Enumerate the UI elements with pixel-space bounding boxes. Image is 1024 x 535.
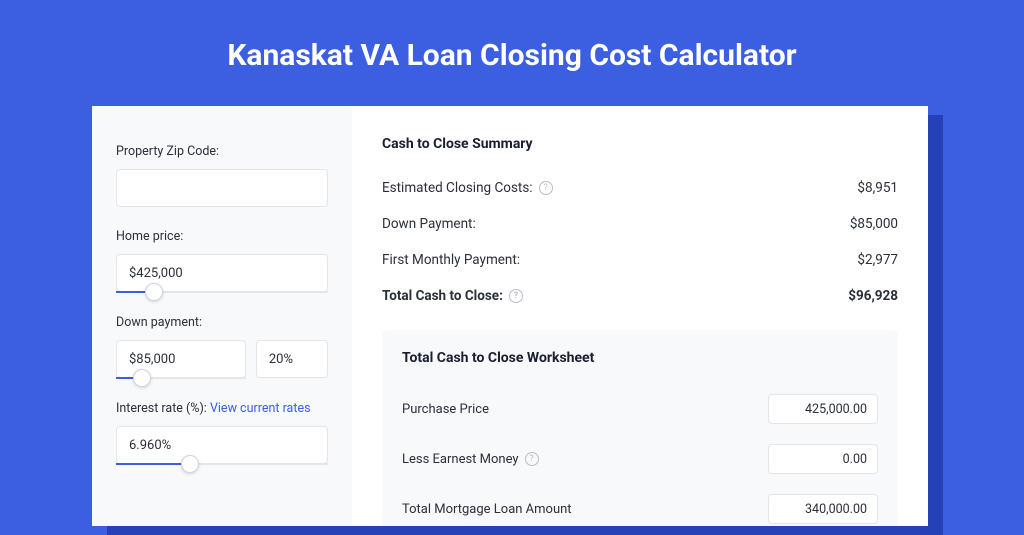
view-rates-link[interactable]: View current rates bbox=[210, 401, 311, 416]
worksheet-row-label: Total Mortgage Loan Amount bbox=[402, 502, 572, 517]
summary-row-value: $8,951 bbox=[857, 180, 898, 196]
interest-rate-label-text: Interest rate (%): bbox=[116, 401, 210, 416]
summary-row-label: Down Payment: bbox=[382, 216, 476, 232]
interest-rate-field-group: Interest rate (%): View current rates bbox=[116, 401, 328, 465]
worksheet-row-input[interactable] bbox=[768, 494, 878, 524]
interest-rate-slider[interactable] bbox=[116, 463, 328, 465]
zip-field-group: Property Zip Code: bbox=[116, 144, 328, 207]
down-payment-slider[interactable] bbox=[116, 377, 246, 379]
worksheet-title: Total Cash to Close Worksheet bbox=[402, 350, 878, 366]
page-title: Kanaskat VA Loan Closing Cost Calculator bbox=[0, 0, 1024, 101]
down-payment-label: Down payment: bbox=[116, 315, 328, 330]
interest-rate-slider-thumb[interactable] bbox=[181, 455, 199, 473]
help-icon[interactable]: ? bbox=[509, 289, 523, 303]
calculator-card: Property Zip Code: Home price: Down paym… bbox=[92, 106, 928, 526]
summary-row-label: Estimated Closing Costs:? bbox=[382, 180, 553, 196]
worksheet-row-label: Less Earnest Money? bbox=[402, 452, 539, 467]
worksheet-panel: Total Cash to Close Worksheet Purchase P… bbox=[382, 330, 898, 526]
summary-row: Estimated Closing Costs:? $8,951 bbox=[382, 170, 898, 206]
help-icon[interactable]: ? bbox=[539, 181, 553, 195]
worksheet-row: Total Mortgage Loan Amount bbox=[402, 484, 878, 526]
home-price-slider[interactable] bbox=[116, 291, 328, 293]
summary-row-value: $96,928 bbox=[848, 288, 898, 304]
zip-input[interactable] bbox=[116, 169, 328, 207]
worksheet-list: Purchase Price Less Earnest Money? Total M… bbox=[402, 384, 878, 526]
summary-row: Down Payment: $85,000 bbox=[382, 206, 898, 242]
home-price-label: Home price: bbox=[116, 229, 328, 244]
interest-rate-label: Interest rate (%): View current rates bbox=[116, 401, 328, 416]
down-payment-pct-input[interactable] bbox=[256, 340, 328, 378]
results-panel: Cash to Close Summary Estimated Closing … bbox=[352, 106, 928, 526]
worksheet-row-input[interactable] bbox=[768, 394, 878, 424]
help-icon[interactable]: ? bbox=[525, 452, 539, 466]
down-payment-slider-thumb[interactable] bbox=[133, 369, 151, 387]
summary-row-value: $2,977 bbox=[857, 252, 898, 268]
home-price-field-group: Home price: bbox=[116, 229, 328, 293]
home-price-slider-thumb[interactable] bbox=[145, 283, 163, 301]
summary-row-label: First Monthly Payment: bbox=[382, 252, 520, 268]
summary-row-value: $85,000 bbox=[850, 216, 898, 232]
down-payment-field-group: Down payment: bbox=[116, 315, 328, 379]
worksheet-row: Less Earnest Money? bbox=[402, 434, 878, 484]
summary-row-label: Total Cash to Close:? bbox=[382, 288, 523, 304]
summary-row: Total Cash to Close:? $96,928 bbox=[382, 278, 898, 314]
inputs-panel: Property Zip Code: Home price: Down paym… bbox=[92, 106, 352, 526]
worksheet-row: Purchase Price bbox=[402, 384, 878, 434]
summary-title: Cash to Close Summary bbox=[382, 136, 898, 152]
summary-list: Estimated Closing Costs:? $8,951 Down Paym… bbox=[382, 170, 898, 314]
zip-label: Property Zip Code: bbox=[116, 144, 328, 159]
interest-rate-input[interactable] bbox=[116, 426, 328, 464]
worksheet-row-input[interactable] bbox=[768, 444, 878, 474]
interest-rate-slider-fill bbox=[116, 463, 190, 465]
summary-row: First Monthly Payment: $2,977 bbox=[382, 242, 898, 278]
worksheet-row-label: Purchase Price bbox=[402, 402, 489, 417]
